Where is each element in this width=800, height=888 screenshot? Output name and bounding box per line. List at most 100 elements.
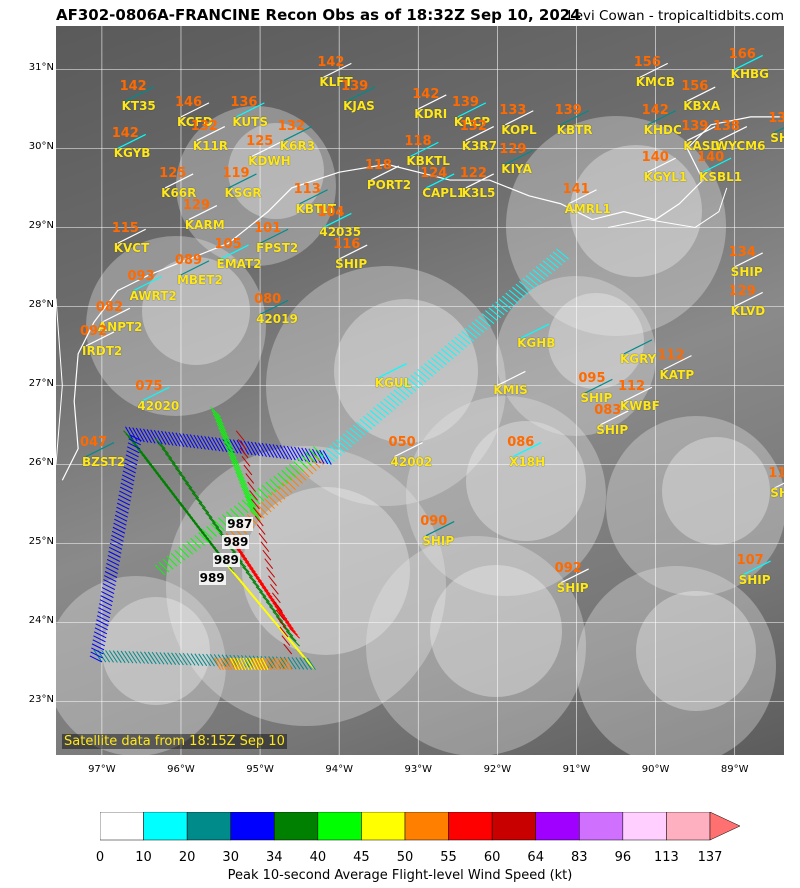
station-id[interactable]: KGYL1 [643,170,688,185]
cloud-mass [406,396,606,596]
station-id[interactable]: KASD [683,138,721,153]
wind-barb [383,398,396,410]
station-barb [117,228,146,244]
station-id[interactable]: KIYA [501,162,532,177]
station-id[interactable]: ANPT2 [97,320,143,335]
station-wind-value: 142 [111,126,139,142]
wind-barb [105,650,114,663]
station-id[interactable]: KT35 [121,99,156,114]
wind-barb [120,482,134,490]
station-id[interactable]: CAPL1 [422,185,466,200]
station-id[interactable]: WYCM6 [714,138,766,153]
station-id[interactable]: KBKTL [406,154,450,169]
station-id[interactable]: SHIP [596,422,629,437]
wind-barb [271,492,282,503]
wind-barb [126,450,139,458]
station-id[interactable]: SHIP [770,486,784,501]
station-id[interactable]: KGRY [619,351,657,366]
longitude-label: 89°W [720,764,749,775]
station-id[interactable]: BZST2 [82,454,126,469]
station-id[interactable]: KBTR [556,122,593,137]
station-id[interactable]: KACP [453,114,490,129]
station-id[interactable]: KUTS [232,114,269,129]
wind-barb [267,495,279,506]
station-id[interactable]: MBET2 [176,272,223,287]
station-wind-value: 080 [254,292,282,308]
station-id[interactable]: KJAS [343,99,375,114]
station-id[interactable]: SHIP [556,580,589,595]
satellite-map[interactable]: 142 KT35 146 KCFD 136 KUTS 142 KLFT 139 KJAS 142 KD… [56,26,784,755]
station-id[interactable]: KARM [184,217,225,232]
station-id[interactable]: SHIP [730,264,763,279]
station-id[interactable]: KCFD [176,114,213,129]
station-id[interactable]: SHIP [738,573,771,588]
station-id[interactable]: K3R7 [461,138,497,153]
wind-barb [258,442,267,457]
colorbar-tick: 60 [483,850,501,865]
station-id[interactable]: SHIP [422,533,455,548]
cloud-mass [102,597,210,705]
colorbar-segment [143,812,188,841]
station-id[interactable]: KVCT [113,241,150,256]
station-id[interactable]: KGUL [374,375,412,390]
wind-barb [349,427,363,439]
station-id[interactable]: K3L5 [461,185,496,200]
wind-barb [217,654,227,667]
station-id[interactable]: AMRL1 [564,201,612,216]
wind-barb [474,319,488,330]
station-id[interactable]: SHIP [580,391,613,406]
station-barb [188,205,218,221]
station-id[interactable]: K6R3 [279,138,316,153]
station-id[interactable]: KHBG [730,67,770,82]
station-id[interactable]: K66R [161,185,197,200]
wind-barb [109,546,122,554]
wind-barb [299,657,309,670]
station-id[interactable]: KSGR [224,185,262,200]
station-id[interactable]: KWBF [619,399,660,414]
station-id[interactable]: KGYB [113,146,151,161]
station-id[interactable]: IRDT2 [82,343,123,358]
wind-barb [190,653,200,666]
station-id[interactable]: SHP [770,130,784,145]
station-id[interactable]: KBTLT [295,201,337,216]
station-id[interactable]: KMIS [493,383,528,398]
station-id[interactable]: 42019 [256,312,298,327]
station-id[interactable]: KATP [659,367,695,382]
wind-barb [161,430,170,446]
wind-barb [121,478,134,486]
station-barb [410,141,439,157]
wind-barb [186,433,196,449]
wind-barb [262,596,274,608]
station-id[interactable]: KDRI [414,106,448,121]
station-id[interactable]: 42035 [319,225,362,240]
station-id[interactable]: EMAT2 [216,257,262,272]
station-id[interactable]: KLVD [730,304,766,319]
cloud-mass [366,536,586,755]
wind-barb [135,427,145,443]
wind-barb [193,434,203,450]
station-wind-value: 139 [341,79,369,95]
wind-barb [282,625,294,637]
station-id[interactable]: K11R [192,138,229,153]
wind-barb [294,446,303,462]
station-id[interactable]: KHDC [643,122,682,137]
station-id[interactable]: KOPL [501,122,537,137]
station-id[interactable]: 42020 [137,399,180,414]
wind-barb [273,601,283,612]
station-id[interactable]: 42002 [390,454,433,469]
station-id[interactable]: FPST2 [256,241,299,256]
station-id[interactable]: PORT2 [366,178,412,193]
station-id[interactable]: KDWH [248,154,291,169]
station-id[interactable]: KSBL1 [699,170,743,185]
wind-barb [269,478,281,490]
wind-barb [190,538,202,549]
station-id[interactable]: AWRT2 [129,288,177,303]
longitude-label: 95°W [246,764,274,775]
station-barb [718,126,748,142]
station-id[interactable]: KBXA [683,99,721,114]
station-id[interactable]: KMCB [635,75,675,90]
station-id[interactable]: KLFT [319,75,353,90]
station-id[interactable]: KGHB [517,336,556,351]
station-id[interactable]: SHIP [335,257,368,272]
station-id[interactable]: X18H [509,454,546,469]
